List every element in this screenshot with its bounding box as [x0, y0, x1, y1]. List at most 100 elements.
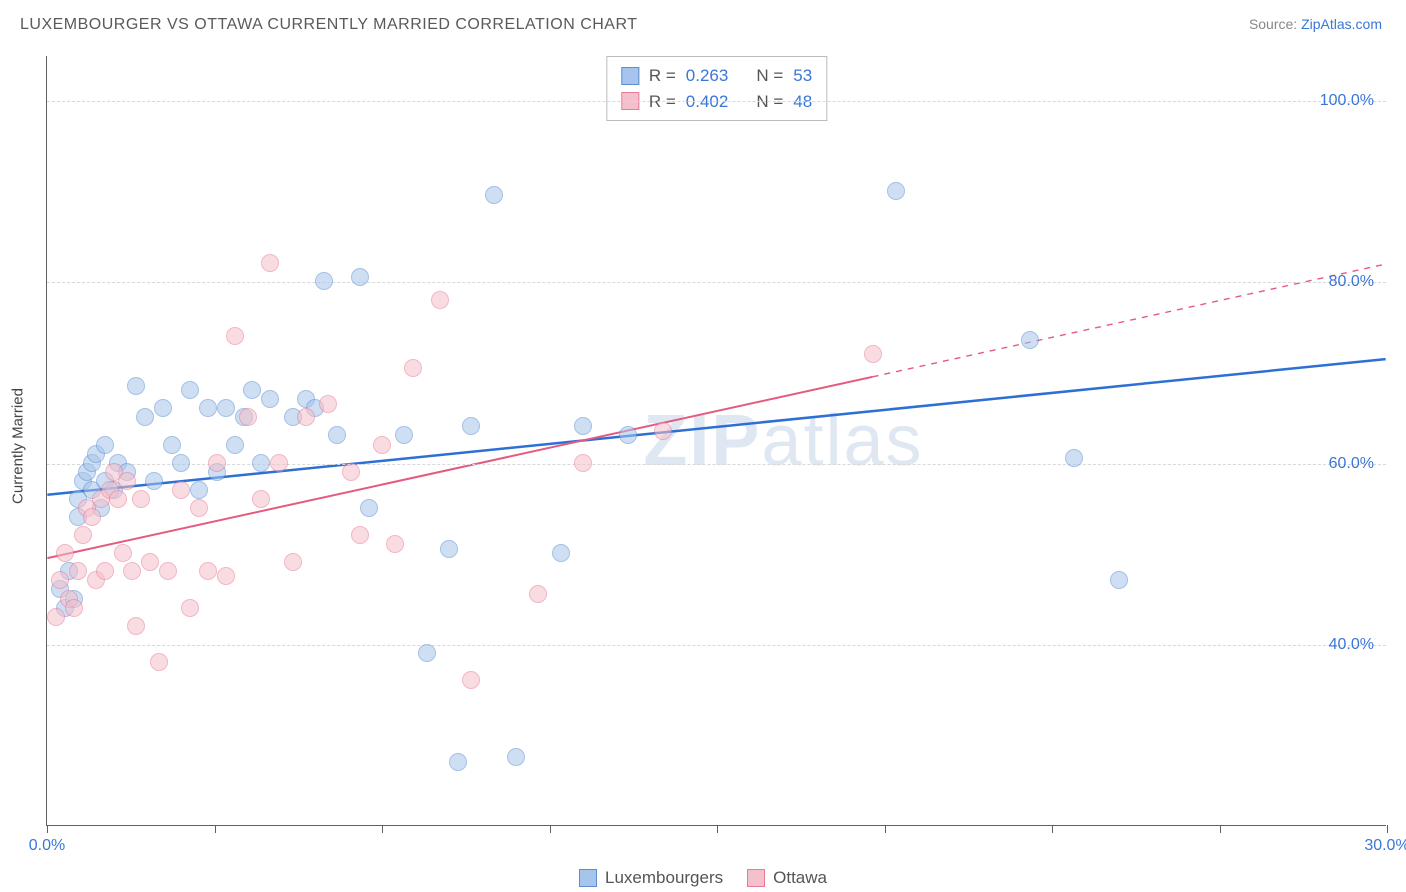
data-point	[351, 526, 369, 544]
legend-swatch	[747, 869, 765, 887]
n-value: 53	[793, 63, 812, 89]
y-tick-label: 40.0%	[1329, 636, 1374, 654]
data-point	[51, 571, 69, 589]
data-point	[529, 585, 547, 603]
data-point	[328, 426, 346, 444]
data-point	[199, 562, 217, 580]
data-point	[462, 417, 480, 435]
data-point	[449, 753, 467, 771]
x-tick-label: 30.0%	[1364, 837, 1406, 855]
data-point	[574, 454, 592, 472]
data-point	[395, 426, 413, 444]
gridline	[47, 282, 1386, 283]
source-label: Source:	[1249, 16, 1301, 32]
data-point	[181, 599, 199, 617]
trend-lines	[47, 56, 1386, 825]
data-point	[136, 408, 154, 426]
source-attribution: Source: ZipAtlas.com	[1249, 16, 1382, 32]
data-point	[431, 291, 449, 309]
legend-swatch	[621, 67, 639, 85]
data-point	[127, 377, 145, 395]
data-point	[226, 327, 244, 345]
data-point	[159, 562, 177, 580]
data-point	[440, 540, 458, 558]
data-point	[132, 490, 150, 508]
gridline	[47, 464, 1386, 465]
data-point	[56, 544, 74, 562]
data-point	[574, 417, 592, 435]
data-point	[208, 454, 226, 472]
data-point	[1065, 449, 1083, 467]
data-point	[109, 490, 127, 508]
gridline	[47, 645, 1386, 646]
data-point	[864, 345, 882, 363]
data-point	[150, 653, 168, 671]
r-value: 0.263	[686, 63, 729, 89]
data-point	[69, 562, 87, 580]
data-point	[284, 553, 302, 571]
data-point	[154, 399, 172, 417]
data-point	[485, 186, 503, 204]
r-label: R =	[649, 63, 676, 89]
gridline	[47, 101, 1386, 102]
data-point	[96, 436, 114, 454]
legend-label: Ottawa	[773, 868, 827, 888]
data-point	[319, 395, 337, 413]
x-tick	[1220, 825, 1221, 833]
data-point	[552, 544, 570, 562]
data-point	[172, 481, 190, 499]
legend: Luxembourgers Ottawa	[579, 868, 827, 888]
data-point	[83, 508, 101, 526]
legend-item: Luxembourgers	[579, 868, 723, 888]
data-point	[654, 422, 672, 440]
x-tick	[47, 825, 48, 833]
data-point	[141, 553, 159, 571]
y-tick-label: 100.0%	[1320, 92, 1374, 110]
x-tick	[550, 825, 551, 833]
data-point	[172, 454, 190, 472]
source-link[interactable]: ZipAtlas.com	[1301, 16, 1382, 32]
x-tick	[382, 825, 383, 833]
data-point	[462, 671, 480, 689]
data-point	[127, 617, 145, 635]
data-point	[1110, 571, 1128, 589]
x-tick	[885, 825, 886, 833]
data-point	[243, 381, 261, 399]
y-tick-label: 60.0%	[1329, 455, 1374, 473]
data-point	[190, 499, 208, 517]
x-tick	[1387, 825, 1388, 833]
x-tick-label: 0.0%	[29, 837, 65, 855]
stats-row: R = 0.263 N = 53	[621, 63, 812, 89]
data-point	[418, 644, 436, 662]
data-point	[1021, 331, 1039, 349]
data-point	[373, 436, 391, 454]
data-point	[217, 399, 235, 417]
data-point	[114, 544, 132, 562]
y-tick-label: 80.0%	[1329, 273, 1374, 291]
data-point	[351, 268, 369, 286]
data-point	[386, 535, 404, 553]
legend-label: Luxembourgers	[605, 868, 723, 888]
data-point	[226, 436, 244, 454]
data-point	[252, 454, 270, 472]
x-tick	[215, 825, 216, 833]
data-point	[270, 454, 288, 472]
x-tick	[1052, 825, 1053, 833]
data-point	[360, 499, 378, 517]
correlation-stats-box: R =0.263N =53R =0.402N =48	[606, 56, 827, 121]
data-point	[315, 272, 333, 290]
data-point	[145, 472, 163, 490]
x-tick	[717, 825, 718, 833]
legend-item: Ottawa	[747, 868, 827, 888]
data-point	[118, 472, 136, 490]
data-point	[123, 562, 141, 580]
data-point	[261, 390, 279, 408]
data-point	[261, 254, 279, 272]
chart-title: LUXEMBOURGER VS OTTAWA CURRENTLY MARRIED…	[20, 16, 638, 34]
data-point	[181, 381, 199, 399]
data-point	[297, 408, 315, 426]
data-point	[404, 359, 422, 377]
n-label: N =	[756, 63, 783, 89]
data-point	[47, 608, 65, 626]
data-point	[217, 567, 235, 585]
